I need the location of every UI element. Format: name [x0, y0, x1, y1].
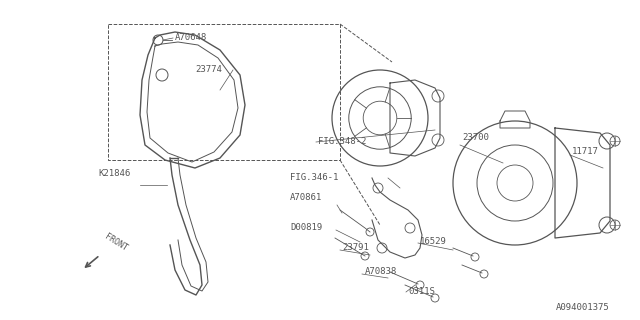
Text: A70648: A70648: [175, 34, 207, 43]
Text: 23791: 23791: [342, 244, 369, 252]
Text: FIG.346-1: FIG.346-1: [290, 173, 339, 182]
Text: D00819: D00819: [290, 223, 323, 233]
Text: 0311S: 0311S: [408, 286, 435, 295]
Text: 11717: 11717: [572, 148, 599, 156]
Text: A70838: A70838: [365, 268, 397, 276]
Text: K21846: K21846: [98, 169, 131, 178]
Text: 23700: 23700: [462, 133, 489, 142]
Text: 23774: 23774: [195, 66, 222, 75]
Text: FIG.348-2: FIG.348-2: [318, 138, 366, 147]
Text: FRONT: FRONT: [103, 232, 129, 253]
Text: 16529: 16529: [420, 237, 447, 246]
Text: A70861: A70861: [290, 194, 323, 203]
Text: A094001375: A094001375: [556, 303, 610, 313]
